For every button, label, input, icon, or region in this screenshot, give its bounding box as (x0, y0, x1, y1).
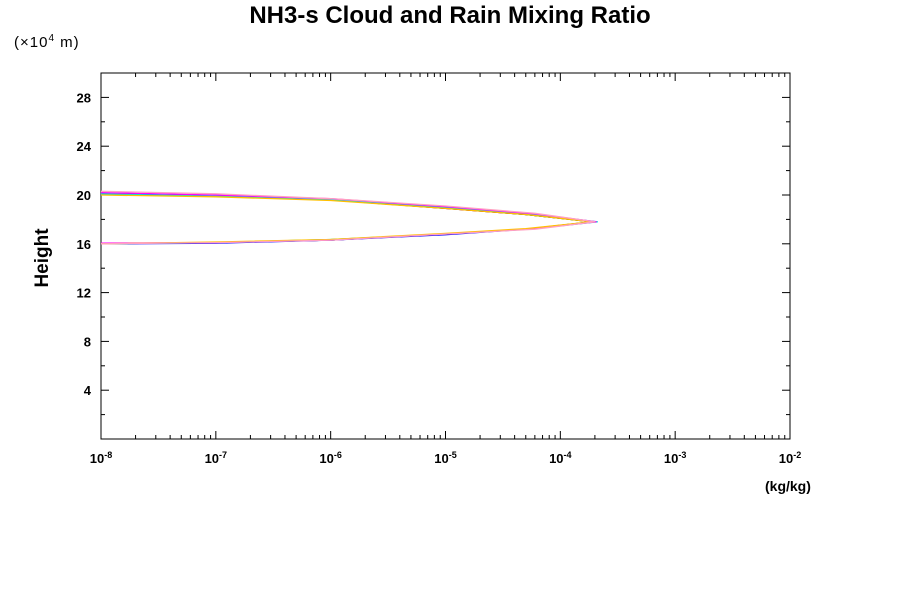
y-tick-label: 8 (84, 334, 91, 349)
series-line-8 (100, 190, 596, 245)
x-tick-label: 10-4 (549, 450, 571, 466)
x-tick-label: 10-7 (205, 450, 227, 466)
y-tick-label: 24 (77, 139, 92, 154)
x-tick-label: 10-2 (779, 450, 801, 466)
x-tick-label: 10-3 (664, 450, 686, 466)
plot-frame (100, 72, 791, 440)
y-tick-label: 12 (77, 286, 91, 301)
y-tick-label: 28 (77, 90, 91, 105)
axis-ticks (100, 73, 791, 439)
x-tick-label: 10-6 (319, 450, 341, 466)
y-axis-unit: (×104 m) (14, 33, 80, 51)
y-tick-label: 16 (77, 237, 91, 252)
x-tick-label: 10-8 (90, 450, 112, 466)
y-unit-exponent: 4 (48, 33, 56, 44)
x-axis-unit: (kg/kg) (765, 478, 811, 494)
series-layer (100, 190, 598, 245)
y-tick-label: 4 (84, 383, 92, 398)
tick-labels: 10-8 10-7 10-6 10-5 10-4 10-3 10-2 4 8 12 16 20 24 28 (77, 90, 802, 466)
y-unit-suffix: m) (55, 34, 80, 51)
x-tick-label: 10-5 (434, 450, 456, 466)
series-line-7 (100, 194, 593, 245)
y-unit-prefix: (×10 (14, 34, 49, 51)
y-tick-label: 20 (77, 188, 91, 203)
chart-title: NH3-s Cloud and Rain Mixing Ratio (249, 2, 651, 29)
